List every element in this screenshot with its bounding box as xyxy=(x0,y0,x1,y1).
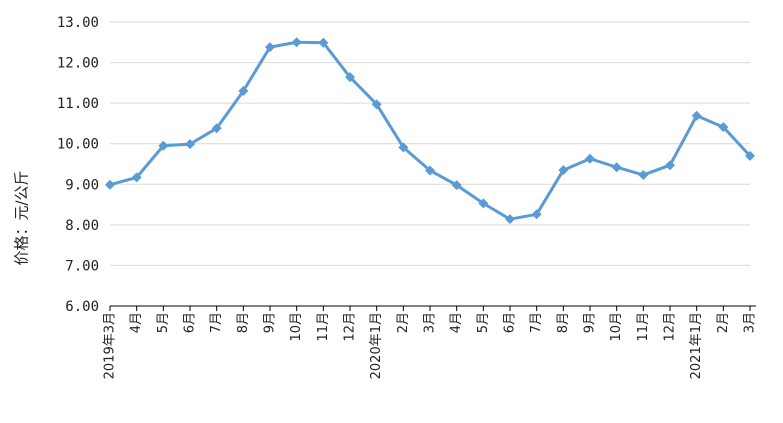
data-point-marker xyxy=(585,153,595,164)
y-tick-label: 10.00 xyxy=(57,137,99,153)
x-tick-label: 2月 xyxy=(716,312,731,333)
data-point-marker xyxy=(505,214,515,225)
x-tick-label: 6月 xyxy=(503,312,518,333)
data-point-marker xyxy=(638,169,649,180)
data-point-marker xyxy=(691,110,702,121)
data-point-marker xyxy=(185,139,195,150)
x-tick-label: 9月 xyxy=(263,312,278,333)
x-tick-label: 7月 xyxy=(529,312,544,333)
x-tick-label: 7月 xyxy=(209,312,224,333)
data-point-marker xyxy=(425,165,435,176)
data-point-marker xyxy=(211,123,222,134)
x-tick-label: 2021年1月 xyxy=(689,312,704,379)
data-point-marker xyxy=(345,72,355,83)
x-tick-label: 2月 xyxy=(396,312,411,333)
data-point-marker xyxy=(105,179,115,190)
data-point-marker xyxy=(371,99,382,110)
y-tick-label: 11.00 xyxy=(57,96,99,112)
data-point-marker xyxy=(718,122,729,133)
x-tick-label: 5月 xyxy=(156,312,171,333)
data-point-marker xyxy=(611,162,622,173)
x-tick-label: 3月 xyxy=(743,312,758,333)
x-tick-labels: 2019年3月 4月 5月 6月 7月 8月 9月 10月 11月 12月 2020年1月 2月 3月 4… xyxy=(103,312,758,379)
x-tick-label: 2019年3月 xyxy=(103,312,118,379)
y-tick-label: 9.00 xyxy=(65,177,99,193)
x-tick-label: 8月 xyxy=(236,312,251,333)
y-tick-label: 7.00 xyxy=(65,258,99,274)
x-tick-label: 6月 xyxy=(183,312,198,333)
x-tick-label: 12月 xyxy=(663,312,678,342)
x-tick-label: 11月 xyxy=(316,312,331,342)
data-point-marker xyxy=(265,42,275,53)
data-point-marker xyxy=(451,180,462,191)
data-point-marker xyxy=(318,37,329,48)
gridlines xyxy=(110,21,750,266)
x-tick-label: 10月 xyxy=(609,312,624,342)
y-tick-label: 13.00 xyxy=(57,15,99,31)
axes xyxy=(109,305,756,311)
data-point-marker xyxy=(665,160,675,171)
data-point-marker xyxy=(745,150,755,161)
x-tick-label: 11月 xyxy=(636,312,651,342)
data-point-marker xyxy=(291,37,302,48)
data-point-marker xyxy=(558,165,569,176)
x-tick-label: 4月 xyxy=(129,312,144,333)
y-axis-label: 价格：元/公斤 xyxy=(13,170,31,265)
data-point-marker xyxy=(238,85,249,96)
x-tick-label: 8月 xyxy=(556,312,571,333)
data-series xyxy=(105,37,755,225)
y-tick-label: 6.00 xyxy=(65,299,99,315)
data-point-marker xyxy=(131,172,142,183)
x-tick-label: 4月 xyxy=(449,312,464,333)
y-tick-label: 12.00 xyxy=(57,56,99,72)
data-point-marker xyxy=(158,140,169,151)
series-line xyxy=(108,40,752,221)
x-tick-label: 12月 xyxy=(343,312,358,342)
y-tick-label: 8.00 xyxy=(65,218,99,234)
x-tick-label: 9月 xyxy=(583,312,598,333)
data-point-marker xyxy=(478,198,489,209)
x-tick-label: 2020年1月 xyxy=(369,312,384,379)
y-tick-labels: 6.00 7.00 8.00 9.00 10.00 11.00 12.00 13.00 xyxy=(57,15,99,315)
data-point-marker xyxy=(531,209,542,220)
data-point-marker xyxy=(398,142,409,153)
x-tick-label: 3月 xyxy=(423,312,438,333)
x-tick-label: 10月 xyxy=(289,312,304,342)
x-tick-label: 5月 xyxy=(476,312,491,333)
